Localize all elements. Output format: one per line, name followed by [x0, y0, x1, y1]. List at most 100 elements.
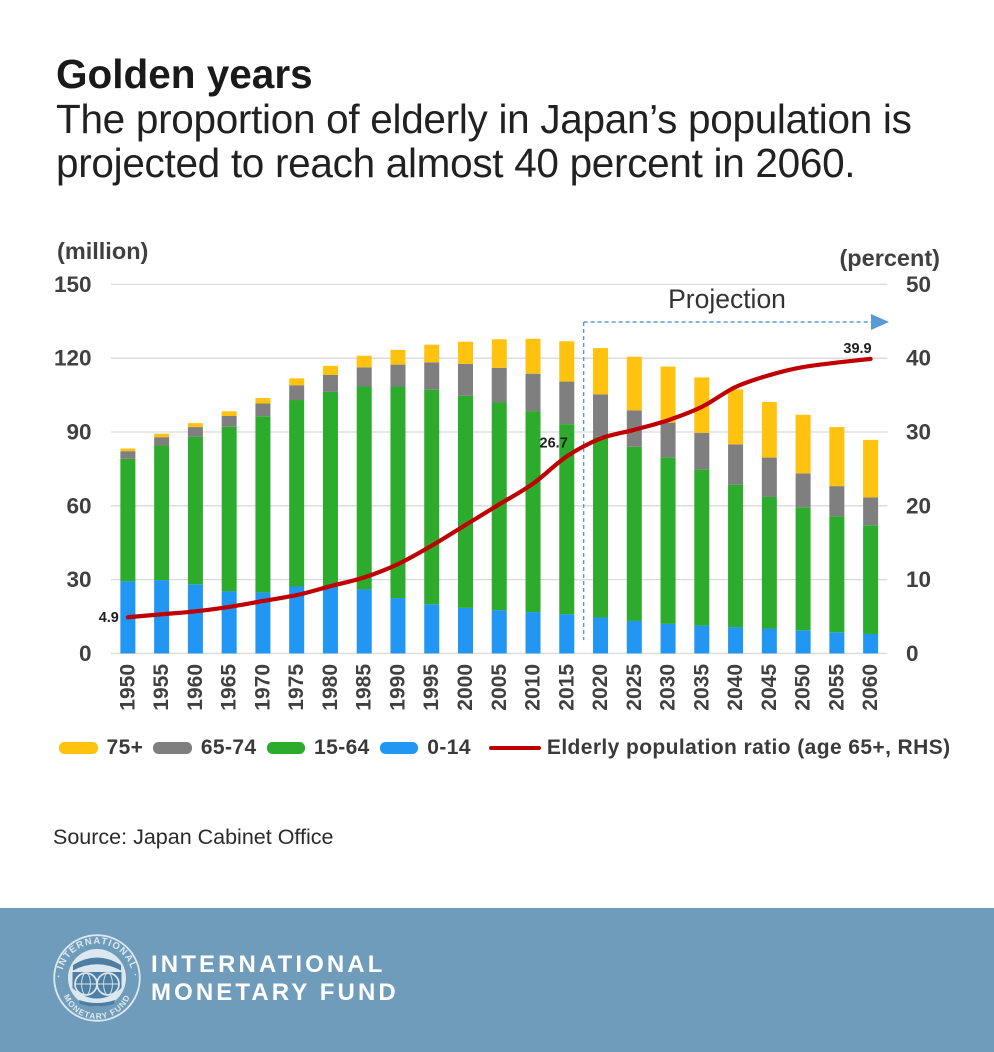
left-tick-label: 30 — [66, 567, 91, 592]
bar-segment-75+ — [795, 414, 811, 474]
legend-color-swatch — [379, 742, 419, 754]
bar-2060 — [863, 439, 879, 654]
bar-1990 — [390, 349, 406, 654]
bar-2050 — [795, 414, 811, 654]
x-tick-label: 1975 — [285, 664, 308, 711]
bar-segment-65-74 — [154, 437, 170, 446]
bar-segment-75+ — [221, 411, 237, 417]
legend-label: 65-74 — [200, 736, 257, 759]
legend-item-75+: 75+ — [59, 736, 143, 760]
bar-segment-75+ — [525, 338, 541, 374]
bar-segment-75+ — [559, 341, 575, 382]
x-tick-label: 2010 — [522, 664, 545, 711]
bar-segment-75+ — [761, 401, 777, 458]
bar-segment-0-14 — [457, 607, 473, 654]
legend-label: 75+ — [106, 736, 144, 759]
bar-segment-75+ — [424, 344, 440, 363]
right-tick-label: 10 — [906, 567, 931, 592]
bar-segment-15-64 — [120, 458, 136, 582]
legend-item-elderly-population-ratio-age-65+-rhs-: Elderly population ratio (age 65+, RHS) — [481, 736, 951, 760]
left-tick-label: 90 — [66, 420, 91, 445]
x-tick-label: 2015 — [555, 664, 578, 711]
bar-segment-65-74 — [795, 473, 811, 508]
bar-segment-0-14 — [390, 598, 406, 654]
bar-segment-0-14 — [795, 630, 811, 654]
bar-1950 — [120, 448, 136, 654]
bar-segment-0-14 — [289, 586, 305, 654]
bar-2035 — [694, 377, 710, 654]
seal-outer-ring — [53, 934, 141, 1022]
x-tick-label: 2005 — [488, 664, 511, 711]
bar-segment-0-14 — [863, 633, 879, 654]
bar-segment-75+ — [255, 398, 271, 404]
bar-segment-75+ — [626, 356, 642, 411]
right-tick-label: 20 — [906, 493, 931, 518]
bar-segment-75+ — [154, 433, 170, 438]
bar-segment-0-14 — [221, 591, 237, 654]
bar-segment-0-14 — [559, 614, 575, 654]
bar-segment-15-64 — [289, 400, 305, 587]
x-tick-label: 2035 — [690, 664, 713, 711]
bar-segment-15-64 — [255, 416, 271, 593]
legend-color-swatch — [266, 742, 306, 754]
page-title: Golden years — [56, 51, 313, 97]
legend-item-0-14: 0-14 — [379, 736, 471, 760]
right-tick-label: 50 — [906, 272, 931, 297]
bar-segment-65-74 — [187, 427, 203, 437]
bar-segment-0-14 — [255, 592, 271, 654]
bar-segment-75+ — [829, 427, 845, 487]
bar-segment-75+ — [491, 339, 507, 368]
bar-segment-0-14 — [424, 604, 440, 654]
seal-arch — [73, 957, 121, 971]
right-axis-ticks: 0 10 20 30 40 50 — [906, 272, 931, 666]
x-tick-label: 1985 — [353, 664, 376, 711]
bar-segment-15-64 — [795, 507, 811, 631]
bar-segment-0-14 — [593, 617, 609, 654]
bar-segment-15-64 — [457, 395, 473, 608]
bar-segment-65-74 — [322, 374, 338, 392]
bar-segment-65-74 — [863, 497, 879, 526]
bar-segment-65-74 — [255, 403, 271, 417]
bar-1960 — [187, 423, 203, 654]
bar-2045 — [761, 401, 777, 654]
right-tick-label: 30 — [906, 420, 931, 445]
x-tick-label: 1960 — [184, 664, 207, 711]
bar-segment-0-14 — [761, 628, 777, 654]
bar-segment-15-64 — [322, 391, 338, 586]
seal-globe — [72, 972, 122, 999]
x-tick-label: 1955 — [150, 664, 173, 711]
bar-segment-0-14 — [525, 612, 541, 654]
left-axis-unit: (million) — [57, 238, 148, 264]
bar-1970 — [255, 398, 271, 654]
bar-segment-75+ — [660, 366, 676, 423]
bar-segment-0-14 — [829, 632, 845, 654]
legend-label: 15-64 — [314, 736, 370, 759]
x-tick-label: 2000 — [454, 664, 477, 711]
elderly-ratio-line — [125, 356, 873, 620]
right-axis-unit: (percent) — [839, 245, 940, 271]
bar-2040 — [728, 389, 744, 654]
bar-segment-65-74 — [221, 416, 237, 427]
bar-segment-0-14 — [187, 584, 203, 654]
bar-1975 — [289, 378, 305, 654]
x-tick-label: 1970 — [251, 664, 274, 711]
annotation-39.9: 39.9 — [843, 341, 871, 357]
bar-segment-75+ — [289, 378, 305, 386]
bar-segment-15-64 — [829, 516, 845, 633]
bar-segment-15-64 — [525, 411, 541, 613]
legend-color-swatch — [153, 742, 192, 754]
bar-segment-65-74 — [728, 444, 744, 485]
x-axis-labels: 1950 1955 1960 1965 1970 1975 1980 1985 1990 1995… — [116, 664, 882, 711]
legend-color-swatch — [59, 742, 98, 754]
legend-item-15-64: 15-64 — [266, 736, 370, 760]
bar-segment-15-64 — [424, 389, 440, 605]
x-tick-label: 1995 — [420, 664, 443, 711]
chart-legend: 75+ 65-74 15-64 0-14 Elderly population rati… — [59, 736, 979, 760]
bar-segment-15-64 — [761, 496, 777, 629]
bar-segment-75+ — [356, 355, 372, 368]
x-tick-label: 2050 — [792, 664, 815, 711]
bar-segment-65-74 — [390, 364, 406, 387]
projection-arrow-icon — [871, 314, 889, 330]
legend-line-swatch — [488, 745, 541, 751]
